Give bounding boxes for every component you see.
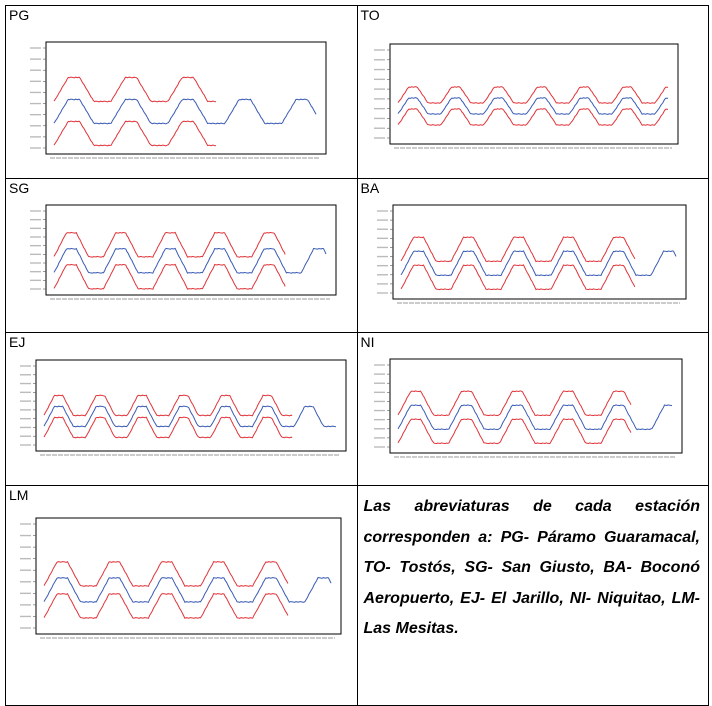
- panel-label-sg: SG: [9, 180, 30, 196]
- panel-label-pg: PG: [9, 7, 30, 23]
- forecast-line: [397, 404, 672, 431]
- lower-bound-line: [397, 418, 631, 445]
- panel-cell-sg: SG: [5, 178, 358, 333]
- panel-label-ej: EJ: [9, 334, 26, 350]
- plot-frame: [45, 41, 327, 155]
- panel-cell-pg: PG: [5, 5, 358, 179]
- forecast-chart-ej: [20, 359, 347, 456]
- panel-label-ba: BA: [360, 180, 380, 196]
- upper-bound-line: [400, 236, 635, 263]
- abbreviations-note: Las abreviaturas de cada estación corres…: [363, 498, 701, 637]
- lower-bound-line: [53, 120, 217, 147]
- lower-bound-line: [43, 416, 293, 439]
- forecast-line: [53, 247, 327, 274]
- note-cell: Las abreviaturas de cada estación corres…: [356, 485, 709, 706]
- forecast-line: [43, 576, 332, 603]
- plot-frame: [392, 204, 686, 300]
- lower-bound-line: [43, 592, 289, 619]
- plot-frame: [389, 43, 678, 145]
- plot-frame: [389, 358, 682, 454]
- forecast-chart-ni: [373, 358, 682, 458]
- panel-cell-ej: EJ: [5, 332, 358, 486]
- plot-frame: [35, 359, 347, 452]
- panel-cell-lm: LM: [5, 485, 358, 706]
- forecast-line: [400, 250, 676, 277]
- plot-frame: [45, 204, 337, 296]
- forecast-chart-lm: [20, 517, 342, 639]
- plot-frame: [35, 517, 342, 635]
- stations-grid: PG TO SG BA EJ NI LM Las abreviaturas de…: [5, 5, 709, 706]
- forecast-line: [397, 97, 668, 115]
- upper-bound-line: [53, 231, 286, 258]
- forecast-chart-to: [373, 43, 678, 149]
- upper-bound-line: [397, 390, 631, 417]
- upper-bound-line: [43, 394, 293, 417]
- lower-bound-line: [53, 263, 286, 290]
- panel-cell-ni: NI: [356, 332, 709, 486]
- lower-bound-line: [397, 108, 668, 126]
- forecast-chart-pg: [30, 41, 327, 159]
- panel-cell-to: TO: [356, 5, 709, 179]
- panel-label-to: TO: [360, 7, 380, 23]
- forecast-chart-sg: [30, 204, 337, 300]
- upper-bound-line: [397, 86, 668, 104]
- panel-label-ni: NI: [360, 334, 375, 350]
- lower-bound-line: [400, 264, 635, 291]
- upper-bound-line: [53, 76, 217, 103]
- panel-cell-ba: BA: [356, 178, 709, 333]
- forecast-line: [43, 405, 337, 428]
- panel-label-lm: LM: [9, 487, 29, 503]
- forecast-chart-ba: [376, 204, 686, 304]
- forecast-line: [53, 98, 317, 125]
- upper-bound-line: [43, 560, 289, 587]
